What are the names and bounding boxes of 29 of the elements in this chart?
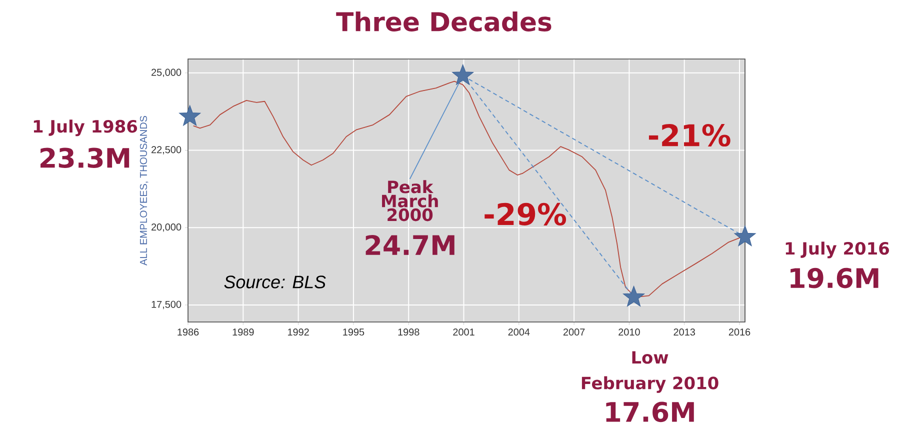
y-tick-label: 20,000	[152, 224, 182, 232]
x-tick-label: 2010	[618, 328, 640, 336]
x-tick-label: 2016	[728, 328, 750, 336]
text: February 2010	[582, 376, 718, 393]
x-tick-label: 2013	[674, 328, 695, 336]
annotation: -29%	[484, 202, 566, 226]
y-tick-label: 22,500	[152, 146, 182, 154]
x-tick-label: 2007	[563, 328, 585, 336]
y-tick-label: 25,000	[152, 68, 182, 78]
chart-title: Three Decades	[336, 11, 552, 32]
annotation: 24.7M	[366, 234, 454, 255]
annotation: Peak March 2000	[382, 180, 438, 222]
text: Low	[632, 351, 668, 364]
y-axis-title: ALL EMPLOYEES, THOUSANDS	[140, 116, 148, 266]
annotation: Source: BLS	[224, 276, 326, 288]
text: 1 July 2016	[786, 242, 889, 258]
x-tick-label: 2001	[453, 328, 474, 336]
text: 23.3M	[40, 148, 130, 168]
x-tick-label: 1989	[232, 328, 254, 336]
x-tick-label: 1992	[288, 328, 309, 336]
annotation: -21%	[648, 124, 730, 147]
x-tick-label: 1995	[343, 328, 364, 336]
x-tick-label: 2004	[508, 328, 530, 336]
y-tick-label: 17,500	[152, 300, 182, 310]
text: 17.6M	[606, 402, 694, 422]
x-tick-label: 1986	[178, 328, 199, 336]
x-tick-label: 1998	[398, 328, 420, 336]
text: 19.6M	[790, 268, 878, 288]
text: 1 July 1986	[34, 120, 138, 136]
